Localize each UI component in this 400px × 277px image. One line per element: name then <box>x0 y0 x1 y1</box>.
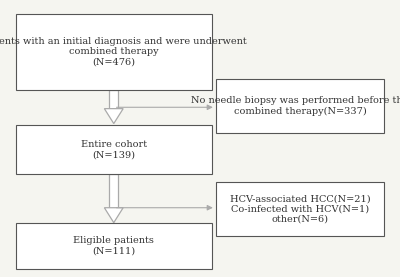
Polygon shape <box>104 208 123 223</box>
Text: Patients with an initial diagnosis and were underwent
combined therapy
(N=476): Patients with an initial diagnosis and w… <box>0 37 247 66</box>
Text: No needle biopsy was performed before the
combined therapy(N=337): No needle biopsy was performed before th… <box>191 96 400 116</box>
FancyBboxPatch shape <box>16 14 212 90</box>
Text: Eligible patients
(N=111): Eligible patients (N=111) <box>73 236 154 255</box>
FancyBboxPatch shape <box>216 182 384 236</box>
FancyBboxPatch shape <box>216 79 384 133</box>
Text: HCV-associated HCC(N=21)
Co-infected with HCV(N=1)
other(N=6): HCV-associated HCC(N=21) Co-infected wit… <box>230 194 370 224</box>
Text: Entire cohort
(N=139): Entire cohort (N=139) <box>81 140 147 159</box>
FancyBboxPatch shape <box>110 174 118 208</box>
FancyBboxPatch shape <box>16 125 212 174</box>
Polygon shape <box>104 109 123 124</box>
FancyBboxPatch shape <box>110 90 118 109</box>
FancyBboxPatch shape <box>16 223 212 269</box>
